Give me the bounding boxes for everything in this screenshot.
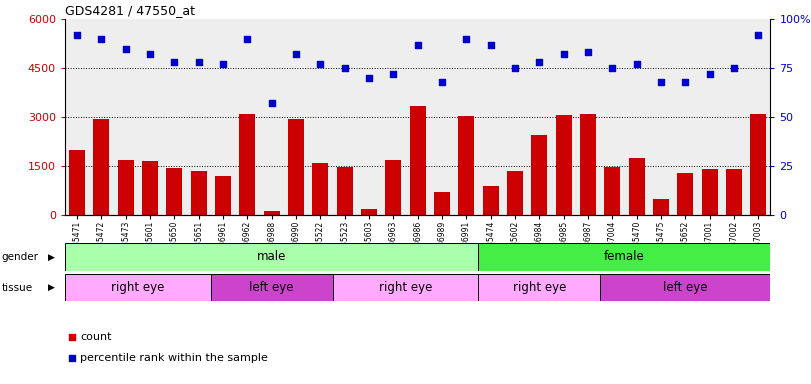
Point [475, 248, 488, 255]
Bar [211, 274, 333, 301]
Point [144, 51, 157, 58]
Point [192, 59, 205, 65]
Text: count: count [80, 332, 112, 342]
Text: tissue: tissue [2, 283, 32, 293]
Bar [69, 150, 85, 215]
Text: right eye: right eye [513, 281, 566, 294]
Point [71, 32, 84, 38]
Text: left eye: left eye [250, 281, 294, 294]
Text: gender: gender [2, 252, 39, 262]
Point [265, 100, 278, 106]
Point [557, 51, 570, 58]
Bar [478, 274, 600, 301]
Bar [191, 171, 207, 215]
Text: left eye: left eye [663, 281, 707, 294]
Bar [604, 167, 620, 215]
Bar [385, 160, 401, 215]
Bar [434, 192, 450, 215]
Bar [215, 176, 231, 215]
Point [533, 59, 546, 65]
Point [460, 36, 473, 42]
Point [703, 71, 716, 77]
Text: female: female [604, 250, 645, 263]
Text: ▶: ▶ [49, 252, 55, 262]
Point [387, 71, 400, 77]
Bar [702, 169, 718, 215]
Bar [65, 274, 211, 301]
Bar [483, 186, 499, 215]
Bar [556, 116, 572, 215]
Point [338, 65, 351, 71]
Point [95, 36, 108, 42]
Point [119, 46, 132, 52]
Point [484, 41, 497, 48]
Point [606, 65, 619, 71]
Point [630, 61, 643, 67]
Text: percentile rank within the sample: percentile rank within the sample [80, 353, 268, 363]
Point [217, 61, 230, 67]
Bar [118, 160, 134, 215]
Point [679, 79, 692, 85]
Point [168, 59, 181, 65]
Bar [264, 211, 280, 215]
Bar [600, 274, 770, 301]
Bar [333, 274, 478, 301]
Point [314, 61, 327, 67]
Bar [726, 169, 742, 215]
Bar [677, 173, 693, 215]
Bar [750, 114, 766, 215]
Bar [629, 158, 645, 215]
Bar [93, 119, 109, 215]
Bar [507, 171, 523, 215]
Bar [531, 135, 547, 215]
Bar [312, 163, 328, 215]
Bar [653, 199, 669, 215]
Point [654, 79, 667, 85]
Bar [142, 161, 158, 215]
Point [727, 65, 740, 71]
Bar [478, 243, 770, 271]
Point [411, 41, 424, 48]
Bar [410, 106, 426, 215]
Bar [65, 243, 478, 271]
Point [475, 56, 488, 63]
Point [436, 79, 448, 85]
Text: right eye: right eye [111, 281, 165, 294]
Bar [580, 114, 596, 215]
Point [752, 32, 765, 38]
Point [508, 65, 521, 71]
Point [241, 36, 254, 42]
Bar [239, 114, 255, 215]
Bar [361, 209, 377, 215]
Text: right eye: right eye [379, 281, 432, 294]
Text: GDS4281 / 47550_at: GDS4281 / 47550_at [65, 3, 195, 17]
Text: ▶: ▶ [49, 283, 55, 292]
Point [581, 50, 594, 56]
Bar [288, 119, 304, 215]
Bar [458, 116, 474, 215]
Text: male: male [257, 250, 286, 263]
Point [290, 51, 303, 58]
Bar [337, 167, 353, 215]
Point [363, 75, 375, 81]
Bar [166, 168, 182, 215]
